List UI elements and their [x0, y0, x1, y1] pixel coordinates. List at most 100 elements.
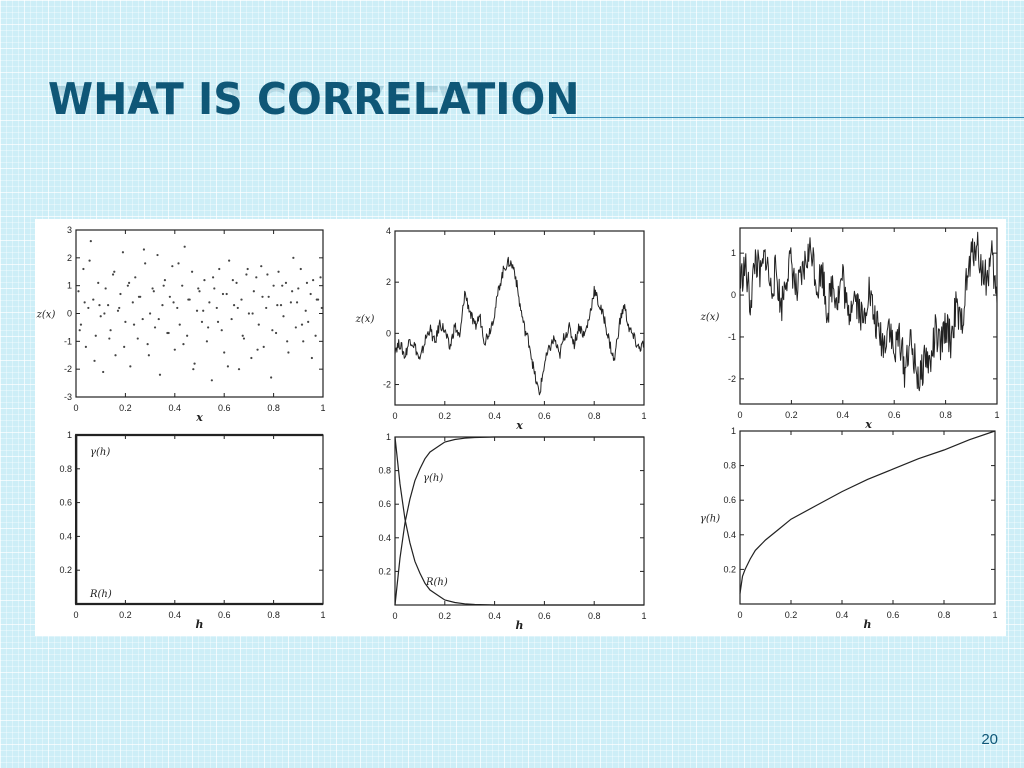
chart-top-left-point — [98, 304, 101, 307]
chart-top-middle-xtick-label: 0.6 — [538, 411, 551, 421]
chart-top-left-point — [213, 287, 216, 290]
chart-top-left-point — [177, 262, 180, 265]
chart-top-left-point — [114, 354, 117, 357]
chart-top-left-point — [200, 320, 204, 323]
chart-top-left-point — [79, 323, 83, 326]
chart-top-middle-ylabel: z(x) — [355, 314, 375, 325]
chart-top-left-ytick-label: -2 — [64, 364, 72, 374]
chart-top-left-xtick-label: 0.4 — [169, 403, 182, 413]
chart-top-middle-ytick-label: 0 — [386, 328, 391, 338]
chart-top-left-point — [123, 345, 126, 348]
chart-bottom-right-ytick-label: 0.2 — [723, 564, 736, 574]
chart-top-left-point — [210, 379, 213, 382]
chart-top-left-point — [242, 337, 246, 340]
chart-bottom-right-ytick-label: 0.6 — [723, 495, 736, 505]
chart-top-left-point — [251, 312, 254, 315]
chart-top-left-point — [218, 267, 221, 271]
chart-top-left-point — [245, 273, 248, 276]
chart-top-left-point — [205, 340, 209, 343]
chart-top-left-point — [128, 281, 131, 284]
chart-top-right-ytick-label: 0 — [731, 290, 736, 300]
chart-top-left-point — [168, 295, 171, 298]
chart-top-right-xtick-label: 0 — [737, 410, 742, 420]
chart-top-left-point — [274, 331, 278, 335]
chart-top-left-point — [315, 298, 318, 301]
chart-bottom-left-xtick-label: 0.2 — [119, 610, 132, 620]
chart-bottom-left-ytick-label: 0.8 — [59, 464, 72, 474]
chart-top-left-point — [173, 348, 176, 351]
chart-bottom-left-xtick-label: 1 — [320, 610, 325, 620]
slide-title: WHAT IS CORRELATION — [48, 74, 580, 125]
chart-top-left-point — [193, 362, 196, 365]
chart-top-middle-frame — [394, 230, 645, 406]
chart-top-left-point — [163, 279, 167, 282]
chart-bottom-middle-ytick-label: 0.8 — [378, 466, 391, 476]
chart-top-left-point — [94, 334, 97, 337]
chart-top-left-point — [113, 270, 116, 273]
chart-bottom-middle-xtick-label: 0.2 — [439, 611, 452, 621]
chart-bottom-left-xtick-label: 0.8 — [267, 610, 280, 620]
chart-top-left-point — [158, 373, 162, 376]
chart-bottom-middle-xtick-label: 0.4 — [488, 611, 501, 621]
chart-top-left-point — [78, 329, 81, 332]
chart-top-left-point — [310, 356, 313, 360]
chart-top-left-point — [108, 337, 111, 340]
chart-top-left-xlabel: x — [195, 411, 203, 424]
chart-top-left-point — [131, 301, 134, 304]
chart-top-left-point — [247, 312, 250, 315]
chart-top-right-frame — [739, 227, 998, 405]
chart-top-left-point — [93, 359, 96, 362]
chart-top-left-point — [181, 284, 184, 287]
chart-top-left-point — [302, 340, 305, 343]
chart-top-left-xtick-label: 0.2 — [119, 403, 132, 413]
chart-top-left-point — [141, 317, 144, 321]
chart-top-left-ytick-label: 0 — [67, 309, 72, 319]
chart-top-left-point — [314, 334, 317, 337]
chart-top-left-point — [104, 287, 107, 290]
chart-top-left-point — [230, 317, 233, 321]
chart-top-left-point — [257, 323, 260, 326]
chart-top-left-point — [124, 320, 127, 323]
chart-top-left-point — [292, 256, 295, 259]
chart-top-middle-ytick-label: 2 — [386, 277, 391, 287]
chart-top-left-point — [255, 276, 258, 279]
chart-top-left-point — [256, 348, 259, 351]
chart-top-left-point — [87, 306, 90, 310]
chart-top-left-point — [109, 329, 112, 332]
chart-top-left-point — [119, 292, 122, 296]
chart-bottom-left-ytick-label: 0.2 — [59, 565, 72, 575]
chart-top-left-point — [147, 354, 150, 357]
chart-bottom-left-annotation: R(h) — [89, 589, 112, 600]
chart-top-left-point — [272, 284, 275, 287]
chart-top-left-point — [132, 323, 136, 326]
chart-top-left-point — [129, 365, 132, 368]
chart-bottom-left-xlabel: h — [196, 618, 204, 631]
chart-top-left-point — [197, 287, 200, 290]
chart-top-left-point — [178, 323, 181, 326]
chart-top-left-point — [198, 290, 201, 293]
chart-bottom-middle-ytick-label: 0.6 — [378, 499, 391, 509]
page-number: 20 — [981, 731, 998, 748]
chart-bottom-right-ytick-label: 0.8 — [723, 461, 736, 471]
chart-top-left-point — [277, 270, 280, 273]
chart-bottom-right-ylabel: γ(h) — [700, 514, 720, 525]
chart-top-middle-xtick-label: 0.8 — [588, 411, 601, 421]
chart-top-left-point — [312, 279, 315, 282]
chart-top-left-ytick-label: -3 — [64, 392, 72, 402]
chart-top-left-point — [271, 329, 274, 332]
chart-top-left-point — [137, 295, 141, 298]
chart-top-left-point — [92, 298, 95, 301]
chart-top-left-point — [232, 304, 236, 307]
chart-top-left-ytick-label: 2 — [67, 253, 72, 263]
chart-top-left-point — [216, 320, 220, 323]
chart-bottom-right-ytick-label: 0.4 — [723, 530, 736, 540]
chart-top-right-ytick-label: -1 — [728, 332, 736, 342]
chart-top-right-ylabel: z(x) — [700, 312, 720, 323]
chart-top-right-xtick-label: 1 — [994, 410, 999, 420]
chart-top-left-point — [286, 340, 289, 343]
chart-top-left-point — [226, 365, 230, 368]
chart-bottom-middle-series-1 — [394, 436, 644, 606]
chart-top-middle-series-line — [394, 256, 645, 396]
chart-bottom-right-xtick-label: 0.2 — [785, 610, 798, 620]
